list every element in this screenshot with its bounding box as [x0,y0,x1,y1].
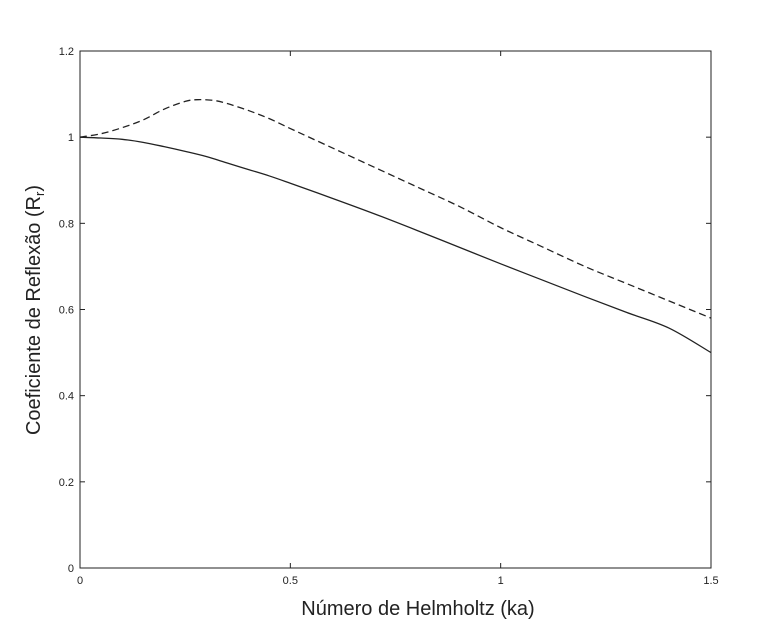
y-tick-label: 0.2 [59,477,74,489]
y-tick-label: 1.2 [59,46,74,58]
y-axis-label-subscript: r [32,191,47,196]
y-tick-label: 0.4 [59,391,74,403]
series-line-solid [79,136,712,354]
x-tick-label: 0.5 [283,575,298,587]
y-axis-label-close: ) [23,185,45,192]
y-axis-label: Coeficiente de Reflexão (Rr) [23,185,47,435]
x-tick-label: 0 [77,575,83,587]
x-axis-label: Número de Helmholtz (ka) [301,598,534,620]
y-tick-label: 0 [68,563,74,575]
y-tick-label: 0.8 [59,218,74,230]
y-tick-label: 0.6 [59,305,74,317]
plot-frame [79,50,712,569]
x-tick-label: 1.5 [703,575,718,587]
plot-area: 0 0.5 1 1.5 0 0.2 0.4 0.6 0.8 1 1.2 [59,46,719,587]
x-tick-label: 1 [498,575,504,587]
series-line-dashed [79,99,712,319]
y-axis-label-main: Coeficiente de Reflexão (R [23,196,45,435]
y-tick-label: 1 [68,132,74,144]
